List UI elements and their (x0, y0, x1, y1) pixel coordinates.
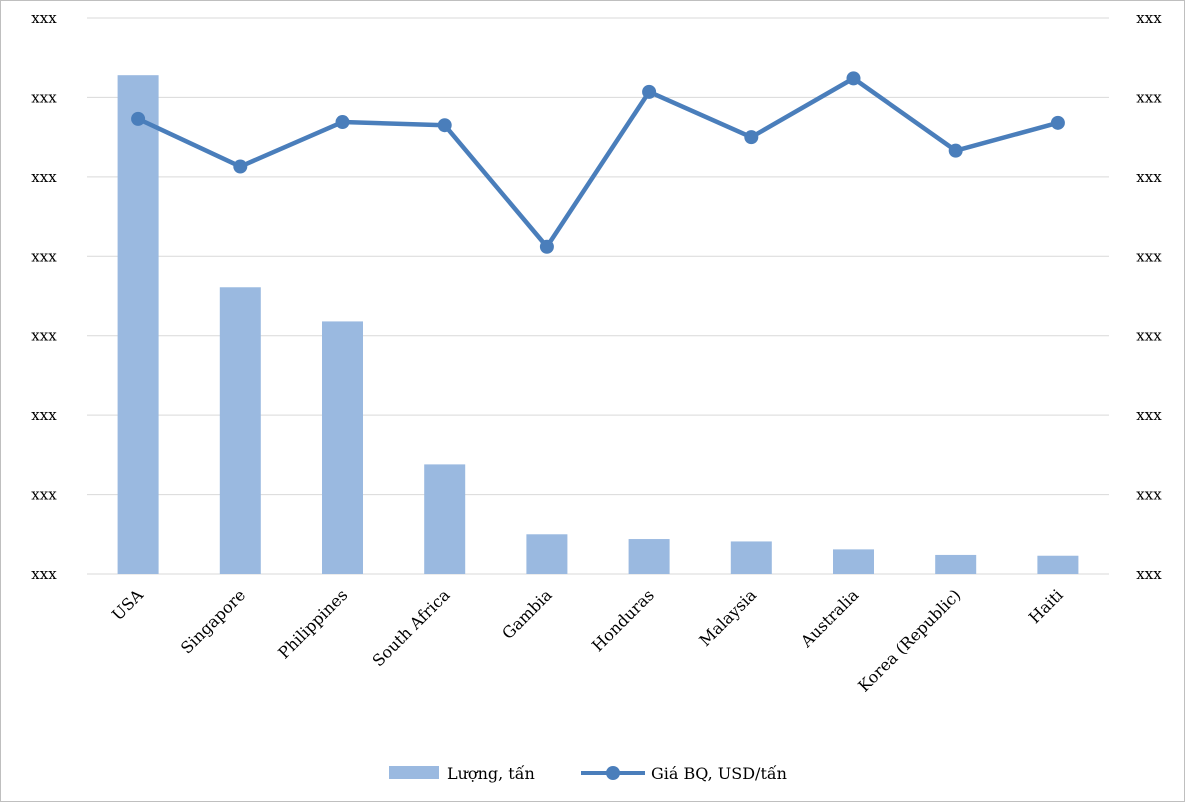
legend-swatch-bar (389, 766, 439, 779)
y2-tick-label: xxx (1136, 168, 1162, 186)
bar-korea-republic (935, 554, 977, 574)
y-tick-label: xxx (31, 327, 57, 345)
category-label: Korea (Republic) (854, 585, 964, 695)
y2-tick-label: xxx (1136, 406, 1162, 424)
legend-label-line: Giá BQ, USD/tấn (651, 764, 787, 783)
category-label: USA (108, 585, 147, 624)
y-tick-label: xxx (31, 168, 57, 186)
price-point (948, 143, 963, 158)
bar-honduras (628, 539, 670, 574)
category-label: Singapore (177, 585, 249, 657)
y-tick-label: xxx (31, 88, 57, 106)
legend: Lượng, tấn Giá BQ, USD/tấn (389, 764, 787, 783)
right-axis-ticks: xxx xxx xxx xxx xxx xxx xxx xxx (1136, 9, 1162, 583)
bar-usa (117, 75, 159, 574)
y2-tick-label: xxx (1136, 327, 1162, 345)
bar-malaysia (730, 541, 772, 574)
price-point (539, 239, 554, 254)
y-tick-label: xxx (31, 406, 57, 424)
legend-label-bar: Lượng, tấn (447, 764, 535, 783)
price-point (744, 130, 759, 145)
category-label: South Africa (369, 585, 454, 670)
price-point (131, 111, 146, 126)
bar-philippines (322, 321, 363, 574)
y2-tick-label: xxx (1136, 565, 1162, 583)
category-axis-labels: USA Singapore Philippines South Africa Gambi… (108, 585, 1067, 696)
price-point (437, 118, 452, 133)
price-point (335, 115, 350, 130)
price-line (137, 76, 1059, 250)
category-label: Honduras (588, 585, 658, 655)
y2-tick-label: xxx (1136, 247, 1162, 265)
bar-south-africa (424, 464, 466, 574)
y2-tick-label: xxx (1136, 88, 1162, 106)
bar-australia (833, 549, 874, 574)
y-tick-label: xxx (31, 565, 57, 583)
price-point (1050, 115, 1065, 130)
category-label: Philippines (274, 585, 351, 662)
left-axis-ticks: xxx xxx xxx xxx xxx xxx xxx xxx (31, 9, 57, 583)
y-tick-label: xxx (31, 486, 57, 504)
price-point (642, 84, 657, 99)
category-label: Australia (796, 585, 862, 651)
bar-series (117, 75, 1079, 574)
category-label: Gambia (498, 585, 556, 643)
price-point (233, 159, 248, 174)
bar-gambia (526, 534, 568, 574)
bar-singapore (219, 287, 261, 574)
y-tick-label: xxx (31, 247, 57, 265)
y2-tick-label: xxx (1136, 486, 1162, 504)
category-label: Haiti (1025, 585, 1067, 627)
line-series (131, 71, 1065, 254)
legend-swatch-marker (606, 766, 620, 780)
y2-tick-label: xxx (1136, 9, 1162, 27)
category-label: Malaysia (695, 585, 760, 650)
y-tick-label: xxx (31, 9, 57, 27)
price-point (846, 71, 861, 86)
bar-haiti (1037, 555, 1079, 574)
